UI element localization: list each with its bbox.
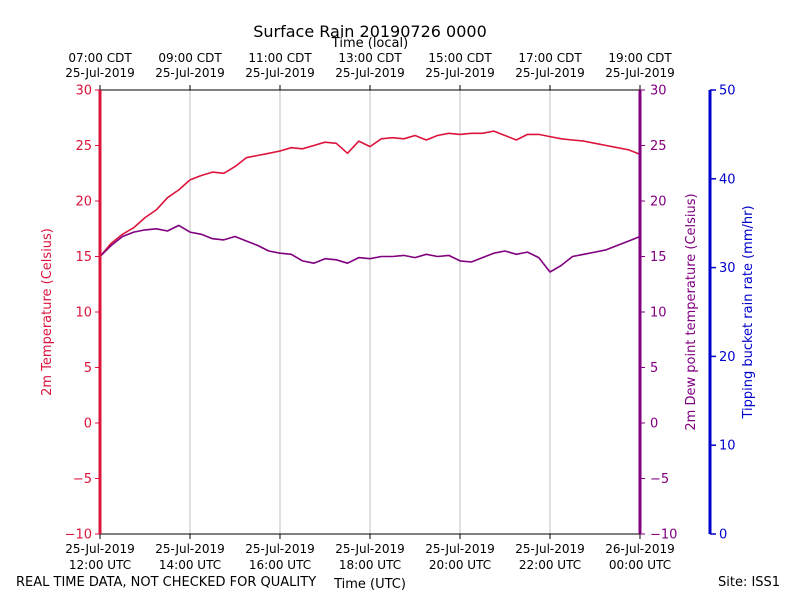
series-layer [99, 130, 641, 273]
right-axis-label: 2m Dew point temperature (Celsius) [684, 193, 699, 430]
far-right-y-tick-label: 50 [719, 84, 736, 99]
bottom-x-tick-label: 16:00 UTC [249, 558, 311, 572]
right-y-tick-label: 0 [650, 417, 658, 432]
left-y-tick-label: 25 [75, 139, 92, 154]
top-x-tick-label: 11:00 CDT [248, 51, 312, 65]
top-x-tick-label: 19:00 CDT [608, 51, 672, 65]
grid-layer [189, 90, 551, 534]
right-y-tick-label: 10 [650, 306, 667, 321]
right-y-tick-label: −10 [650, 528, 677, 543]
top-x-tick-label: 13:00 CDT [338, 51, 402, 65]
axes-layer: −10 −5 0 5 10 15 20 25 30 −10 −5 0 5 10 15 20 25 30 0 10 20 3… [65, 51, 736, 572]
right-y-tick-label: −5 [650, 472, 669, 487]
bottom-x-tick-label: 25-Jul-2019 [155, 542, 225, 556]
left-y-tick-label: 15 [75, 250, 92, 265]
far-right-y-tick-label: 30 [719, 261, 736, 276]
temperature-series-line [99, 130, 641, 258]
right-y-tick-label: 15 [650, 250, 667, 265]
left-y-tick-label: 30 [75, 84, 92, 99]
left-y-tick-label: 5 [84, 361, 92, 376]
top-x-tick-label: 15:00 CDT [428, 51, 492, 65]
site-label: Site: ISS1 [718, 575, 781, 590]
chart-title: Surface Rain 20190726 0000 [253, 22, 487, 41]
bottom-x-tick-label: 25-Jul-2019 [515, 542, 585, 556]
far-right-y-tick-label: 10 [719, 439, 736, 454]
top-x-tick-label: 25-Jul-2019 [605, 66, 675, 80]
top-axis-label: Time (local) [331, 36, 408, 51]
bottom-axis-label: Time (UTC) [333, 577, 406, 592]
right-y-tick-label: 5 [650, 361, 658, 376]
bottom-x-tick-label: 25-Jul-2019 [425, 542, 495, 556]
top-x-tick-label: 25-Jul-2019 [335, 66, 405, 80]
top-x-tick-label: 25-Jul-2019 [65, 66, 135, 80]
top-x-tick-label: 17:00 CDT [518, 51, 582, 65]
bottom-x-tick-label: 18:00 UTC [339, 558, 401, 572]
left-y-tick-label: 10 [75, 306, 92, 321]
bottom-x-tick-label: 00:00 UTC [609, 558, 671, 572]
right-y-tick-label: 25 [650, 139, 667, 154]
quality-note: REAL TIME DATA, NOT CHECKED FOR QUALITY [16, 575, 317, 590]
far-right-axis-label: Tipping bucket rain rate (mm/hr) [741, 205, 756, 419]
far-right-y-tick-label: 20 [719, 350, 736, 365]
bottom-x-tick-label: 22:00 UTC [519, 558, 581, 572]
top-x-tick-label: 25-Jul-2019 [245, 66, 315, 80]
dewpoint-series-line [99, 224, 641, 273]
far-right-y-tick-label: 0 [719, 528, 727, 543]
right-y-tick-label: 30 [650, 84, 667, 99]
far-right-y-tick-label: 40 [719, 172, 736, 187]
left-y-tick-label: −10 [65, 528, 92, 543]
top-x-tick-label: 25-Jul-2019 [155, 66, 225, 80]
top-x-tick-label: 25-Jul-2019 [515, 66, 585, 80]
bottom-x-tick-label: 26-Jul-2019 [605, 542, 675, 556]
bottom-x-tick-label: 14:00 UTC [159, 558, 221, 572]
bottom-x-tick-label: 25-Jul-2019 [245, 542, 315, 556]
top-x-tick-label: 07:00 CDT [68, 51, 132, 65]
left-axis-label: 2m Temperature (Celsius) [40, 228, 55, 396]
left-y-tick-label: 20 [75, 195, 92, 210]
left-y-tick-label: −5 [73, 472, 92, 487]
bottom-x-tick-label: 25-Jul-2019 [335, 542, 405, 556]
bottom-x-tick-label: 25-Jul-2019 [65, 542, 135, 556]
left-y-tick-label: 0 [84, 417, 92, 432]
top-x-tick-label: 25-Jul-2019 [425, 66, 495, 80]
bottom-x-tick-label: 12:00 UTC [69, 558, 131, 572]
top-x-tick-label: 09:00 CDT [158, 51, 222, 65]
bottom-x-tick-label: 20:00 UTC [429, 558, 491, 572]
right-y-tick-label: 20 [650, 195, 667, 210]
